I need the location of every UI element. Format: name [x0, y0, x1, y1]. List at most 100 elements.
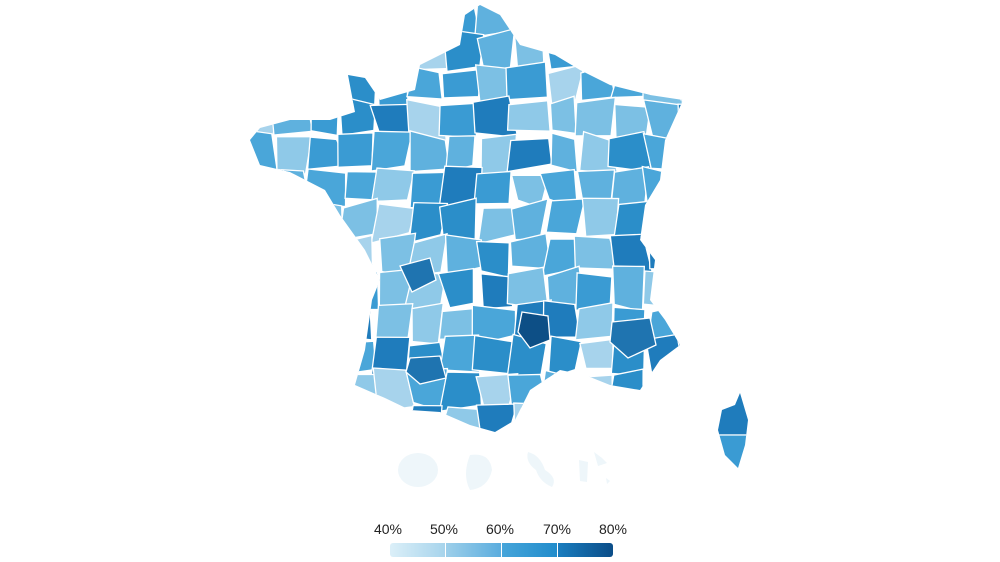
- department[interactable]: [267, 199, 314, 245]
- department[interactable]: [338, 306, 373, 341]
- department[interactable]: [237, 28, 279, 64]
- department[interactable]: [675, 333, 719, 381]
- department[interactable]: [574, 301, 614, 341]
- department[interactable]: [611, 265, 646, 313]
- department[interactable]: [405, 404, 443, 445]
- department[interactable]: [335, 270, 380, 311]
- department[interactable]: [472, 95, 519, 139]
- department[interactable]: [305, 336, 344, 381]
- department[interactable]: [475, 403, 519, 439]
- department[interactable]: [642, 28, 682, 72]
- department[interactable]: [611, 408, 654, 447]
- overseas-reunion[interactable]: [398, 453, 438, 487]
- department[interactable]: [545, 198, 586, 235]
- department[interactable]: [439, 334, 481, 373]
- department[interactable]: [681, 0, 712, 33]
- department[interactable]: [607, 368, 644, 413]
- department[interactable]: [550, 132, 579, 173]
- department[interactable]: [275, 136, 313, 175]
- department[interactable]: [236, 335, 280, 378]
- department[interactable]: [235, 368, 281, 410]
- department[interactable]: [406, 98, 448, 142]
- department[interactable]: [336, 404, 382, 447]
- department[interactable]: [303, 404, 347, 441]
- department[interactable]: [302, 236, 339, 274]
- department[interactable]: [370, 203, 417, 244]
- department[interactable]: [506, 100, 551, 132]
- department[interactable]: [441, 68, 483, 99]
- department[interactable]: [542, 402, 581, 445]
- department[interactable]: [543, 29, 584, 70]
- department[interactable]: [648, 240, 688, 270]
- department[interactable]: [405, 355, 447, 385]
- department[interactable]: [337, 0, 378, 35]
- department[interactable]: [573, 0, 616, 41]
- department[interactable]: [642, 197, 680, 242]
- department[interactable]: [304, 199, 343, 245]
- department[interactable]: [302, 0, 349, 41]
- department[interactable]: [268, 27, 312, 69]
- department[interactable]: [339, 62, 378, 107]
- department[interactable]: [442, 0, 481, 37]
- department[interactable]: [610, 31, 649, 69]
- department[interactable]: [577, 409, 612, 447]
- department[interactable]: [649, 374, 683, 408]
- department[interactable]: [341, 373, 380, 412]
- department[interactable]: [438, 165, 483, 209]
- department[interactable]: [411, 0, 444, 38]
- department[interactable]: [376, 62, 410, 108]
- department[interactable]: [273, 338, 308, 376]
- department[interactable]: [581, 197, 620, 238]
- department[interactable]: [675, 31, 713, 72]
- department[interactable]: [269, 377, 315, 408]
- department[interactable]: [642, 4, 680, 30]
- department[interactable]: [437, 406, 483, 440]
- department[interactable]: [710, 390, 755, 436]
- department[interactable]: [680, 239, 717, 276]
- department[interactable]: [270, 100, 314, 136]
- department[interactable]: [676, 265, 721, 308]
- department[interactable]: [310, 309, 339, 337]
- department[interactable]: [338, 234, 374, 270]
- department[interactable]: [370, 33, 416, 75]
- department[interactable]: [539, 369, 583, 414]
- department[interactable]: [411, 302, 444, 345]
- department[interactable]: [710, 434, 755, 475]
- department[interactable]: [580, 64, 617, 102]
- department[interactable]: [267, 235, 309, 274]
- department[interactable]: [235, 406, 278, 447]
- department[interactable]: [477, 207, 518, 245]
- department[interactable]: [337, 132, 374, 168]
- department[interactable]: [236, 240, 278, 274]
- department[interactable]: [480, 273, 514, 310]
- department[interactable]: [267, 168, 311, 204]
- department[interactable]: [307, 267, 346, 312]
- department[interactable]: [681, 300, 718, 342]
- overseas-guadeloupe[interactable]: [579, 452, 610, 484]
- department[interactable]: [539, 0, 580, 38]
- department[interactable]: [310, 68, 341, 106]
- department[interactable]: [302, 374, 348, 412]
- department[interactable]: [508, 3, 552, 40]
- department[interactable]: [437, 267, 475, 309]
- department[interactable]: [574, 96, 617, 137]
- department[interactable]: [370, 0, 409, 40]
- department[interactable]: [235, 72, 279, 102]
- overseas-guyane[interactable]: [466, 454, 492, 490]
- department[interactable]: [610, 68, 652, 99]
- department[interactable]: [473, 170, 512, 205]
- department[interactable]: [438, 307, 478, 340]
- department[interactable]: [275, 266, 309, 311]
- department[interactable]: [506, 137, 553, 173]
- department[interactable]: [302, 31, 340, 74]
- department[interactable]: [680, 370, 715, 411]
- department[interactable]: [340, 340, 377, 375]
- department[interactable]: [270, 0, 313, 37]
- department[interactable]: [370, 167, 416, 203]
- department[interactable]: [579, 374, 613, 412]
- department[interactable]: [235, 0, 275, 40]
- department[interactable]: [641, 165, 683, 208]
- department[interactable]: [510, 197, 549, 241]
- department[interactable]: [235, 265, 280, 304]
- department[interactable]: [406, 66, 443, 100]
